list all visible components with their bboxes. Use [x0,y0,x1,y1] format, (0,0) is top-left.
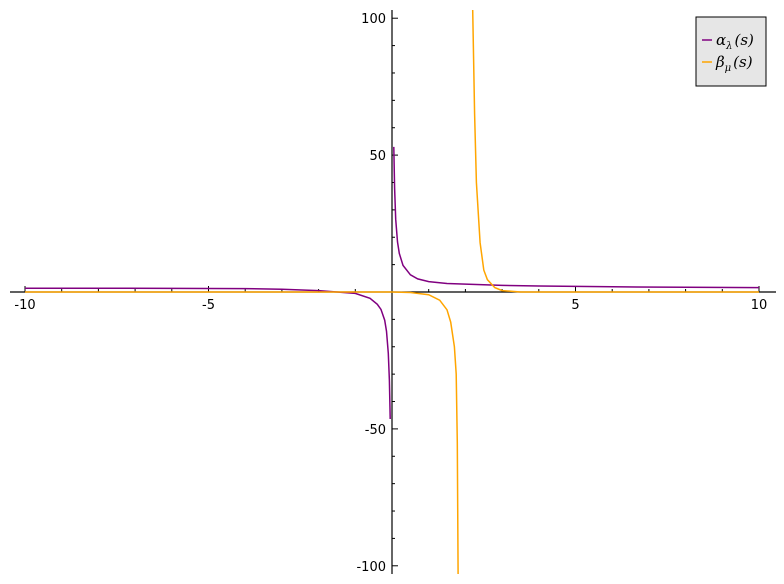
x-tick-label: 10 [751,298,768,313]
series-line-1-part-2 [393,146,760,289]
legend-box [695,16,767,87]
x-tick-label: 5 [571,298,579,313]
x-tick-label: -10 [14,298,35,313]
legend-label: βμ (s) [715,53,753,74]
series-line-2-part-1 [25,291,459,575]
legend-label: αλ (s) [716,31,754,52]
tick-labels: -10 -5 5 10 100 50 -50 -100 [14,12,767,575]
y-tick-label: 100 [361,12,386,27]
y-tick-label: 50 [369,149,386,164]
series-layer [25,9,760,575]
x-tick-label: -5 [202,298,215,313]
y-tick-label: -100 [356,560,386,575]
series-line-2-part-2 [471,9,759,293]
series-line-1-part-1 [25,287,391,420]
y-tick-label: -50 [365,423,386,438]
legend: αλ (s)βμ (s) [695,16,767,87]
